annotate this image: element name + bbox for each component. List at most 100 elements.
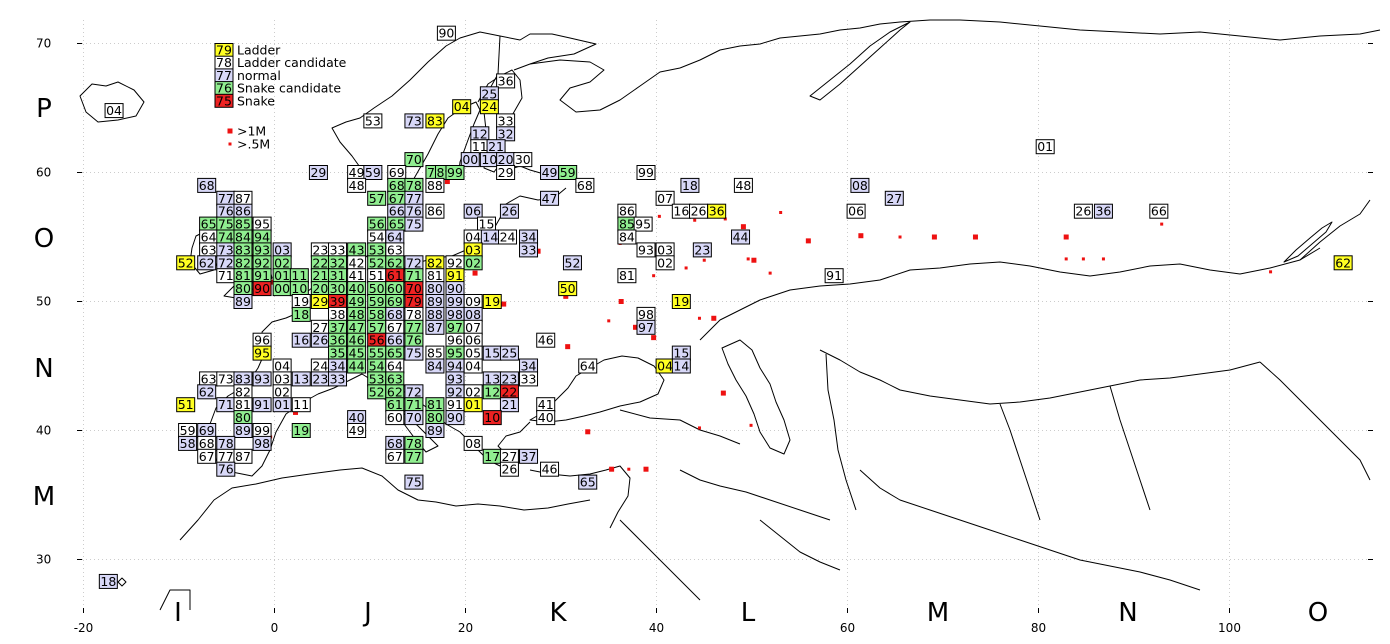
grid-cell-code: 15 [484,346,500,361]
grid-cell-code: 04 [274,359,290,374]
grid-cell-box [347,358,367,374]
grid-cell-normal: 66 [385,332,405,348]
grid-cell-code: 30 [515,152,531,167]
grid-cell-box [633,216,653,232]
grid-cell-snake-candidate: 74 [216,229,236,245]
grid-cell-code: 03 [274,371,290,386]
grid-cell-snake-candidate: 62 [385,384,405,400]
city-marker-large [472,270,478,276]
grid-cell-ladder: 83 [425,113,445,129]
grid-cell-snake-candidate: 59 [558,165,578,180]
grid-cell-ladder-candidate: 68 [575,177,595,193]
grid-cell-snake-candidate: 57 [367,319,387,335]
grid-cell-box [445,165,465,180]
grid-cell-normal: 76 [404,203,424,219]
grid-cell-code: 53 [365,113,381,128]
column-zone-label: N [1118,598,1137,628]
grid-cell-normal: 68 [385,306,405,322]
grid-cell-normal: 13 [291,371,311,387]
grid-cell-snake-candidate: 76 [404,332,424,348]
grid-cell-normal: 14 [671,358,691,374]
grid-cell-normal: 90 [445,281,465,297]
grid-cell-ladder-candidate: 73 [216,371,236,387]
grid-cell-snake-candidate: 83 [233,242,253,258]
grid-cell-code: 36 [330,333,346,348]
grid-cell-normal: 20 [496,152,516,168]
grid-cell-code: 21 [312,268,328,283]
grid-cell-code: 02 [274,255,290,270]
grid-cell-snake-candidate: 56 [367,216,387,232]
grid-cell-code: 86 [235,204,251,219]
grid-cell-code: 00 [274,281,290,296]
grid-cell-code: 81 [427,397,443,412]
grid-cell-snake-candidate: 44 [347,358,367,374]
grid-cell-ladder-candidate: 77 [216,448,236,464]
city-marker-large [720,390,726,396]
grid-cell-code: 19 [293,423,309,438]
grid-cell-code: 77 [406,449,422,464]
grid-cell-code: 58 [180,436,196,451]
grid-cell-code: 75 [406,217,422,232]
grid-cell-code: 60 [387,281,403,296]
grid-cell-code: 85 [619,217,635,232]
grid-cell-ladder-candidate: 95 [633,216,653,232]
grid-cell-ladder-candidate: 02 [463,384,483,400]
grid-cell-snake-candidate: 50 [367,281,387,297]
grid-cell-box [252,281,272,297]
grid-cell-code: 94 [447,359,463,374]
grid-cell-code: 00 [462,152,478,167]
grid-cell-box [452,99,472,115]
x-tick-label: 100 [1218,621,1241,635]
grid-cell-normal: 14 [480,229,500,245]
grid-cell-normal: 49 [540,165,560,180]
grid-cell-snake-candidate: 31 [328,268,348,284]
grid-cell-normal: 73 [404,113,424,129]
grid-cell-code: 80 [427,410,443,425]
grid-cell-code: 21 [501,397,517,412]
row-zone-label: O [34,224,54,254]
grid-cell-code: 48 [735,178,751,193]
grid-cell-snake-candidate: 49 [347,294,367,309]
grid-cell-code: 33 [521,242,537,257]
legend-swatch-code: 77 [216,68,232,83]
grid-cell-box [496,126,516,142]
grid-cell-code: 56 [369,333,385,348]
grid-cell-code: 33 [330,242,346,257]
grid-cell-code: 91 [826,268,842,283]
grid-cell-code: 94 [254,230,270,245]
grid-cell-code: 19 [673,294,689,309]
grid-cell-box [479,99,499,115]
city-marker-large [711,315,717,321]
y-tick-label: 50 [36,295,51,309]
grid-cell-code: 67 [389,191,405,206]
grid-cell-normal: 87 [425,319,445,335]
grid-cell-snake-candidate: 45 [347,345,367,361]
grid-cell-code: 02 [657,255,673,270]
grid-cell-box [291,397,311,413]
grid-cell-code: 99 [254,423,270,438]
grid-cell-box [463,255,483,271]
grid-cell-code: 10 [484,410,500,425]
grid-cell-code: 05 [465,346,481,361]
grid-cell-code: 61 [387,268,403,283]
grid-cell-box [578,358,598,374]
grid-cell-normal: 89 [425,423,445,438]
grid-cell-code: 61 [387,397,403,412]
grid-cell-box [617,229,637,245]
grid-cell-code: 86 [427,204,443,219]
city-marker-large [293,409,299,415]
grid-cell-code: 52 [565,255,581,270]
grid-cell-code: 14 [482,230,498,245]
grid-cell-ladder-candidate: 64 [578,358,598,374]
grid-cell-code: 71 [406,268,422,283]
grid-cell-code: 51 [369,268,385,283]
grid-cell-box [216,461,236,477]
grid-cell-code: 64 [387,230,403,245]
grid-cell-normal: 23 [310,371,330,387]
grid-cell-code: 04 [454,99,470,114]
column-zone-label: K [549,598,567,628]
city-marker-large [563,293,569,299]
grid-cell-normal: 23 [499,371,519,387]
grid-cell-code: 57 [369,191,385,206]
grid-cell-code: 91 [447,397,463,412]
